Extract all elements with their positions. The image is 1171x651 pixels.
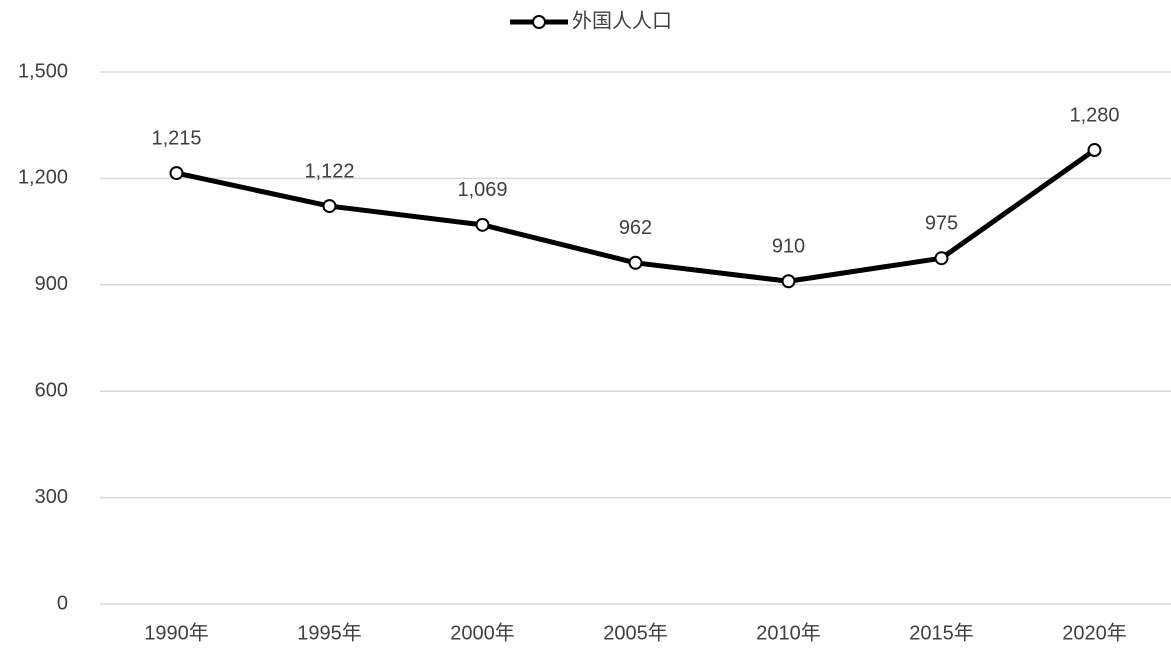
y-tick-label: 1,500 [18,60,68,82]
y-tick-label: 900 [35,273,68,295]
y-tick-label: 1,200 [18,167,68,189]
data-label: 975 [925,212,958,234]
data-label: 910 [772,236,805,258]
data-label: 962 [619,217,652,239]
legend-marker [532,15,546,29]
point [1087,143,1102,158]
x-tick-label: 1995年 [297,621,362,644]
legend-label: 外国人人口 [572,9,672,32]
point [475,217,490,232]
y-tick-label: 0 [57,592,68,614]
x-tick-label: 2005年 [603,621,668,644]
data-label: 1,122 [304,160,354,182]
x-tick-label: 1990年 [144,621,209,644]
y-tick-label: 300 [35,486,68,508]
x-tick-label: 2020年 [1062,621,1127,644]
x-tick-label: 2000年 [450,621,515,644]
data-label: 1,069 [457,179,507,201]
data-label: 1,280 [1069,104,1119,126]
point [934,251,949,266]
point [322,199,337,214]
point [781,274,796,289]
point [169,166,184,181]
y-tick-label: 600 [35,379,68,401]
x-tick-label: 2015年 [909,621,974,644]
data-label: 1,215 [151,127,201,149]
x-tick-label: 2010年 [756,621,821,644]
point [628,255,643,270]
